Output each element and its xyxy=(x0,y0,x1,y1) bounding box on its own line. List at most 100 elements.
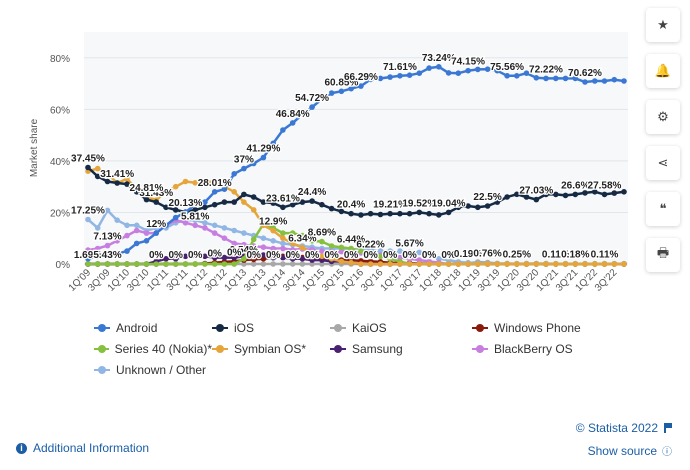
additional-information-link[interactable]: i Additional Information xyxy=(16,441,149,455)
data-point xyxy=(114,261,120,267)
data-point xyxy=(289,247,296,253)
data-point xyxy=(270,140,277,147)
data-point xyxy=(114,180,120,186)
data-label: 12.9% xyxy=(259,217,287,228)
data-point xyxy=(562,261,569,267)
x-tick-label: 3Q'10 xyxy=(125,267,152,294)
legend-item-symbian-os[interactable]: Symbian OS* xyxy=(212,341,330,357)
data-label: 75.56% xyxy=(490,62,524,73)
data-label: 0.11% xyxy=(542,250,570,261)
data-point xyxy=(172,255,179,262)
data-point xyxy=(143,196,150,203)
data-point xyxy=(104,252,111,258)
data-label: 28.01% xyxy=(198,178,232,189)
bell-icon: 🔔 xyxy=(654,63,672,78)
data-point xyxy=(621,189,627,195)
data-point xyxy=(377,261,384,267)
legend-item-samsung[interactable]: Samsung xyxy=(330,341,472,357)
data-point xyxy=(533,261,540,267)
data-label: 24.4% xyxy=(298,187,326,198)
data-point xyxy=(280,245,286,252)
data-point xyxy=(124,222,130,229)
legend-item-windows-phone[interactable]: Windows Phone xyxy=(472,320,614,336)
data-point xyxy=(172,261,179,267)
data-label: 46.84% xyxy=(276,109,310,120)
data-label: 1.69% xyxy=(74,250,102,261)
data-label: 19.21% xyxy=(373,200,407,211)
data-point xyxy=(143,261,150,267)
data-label: 0% xyxy=(402,250,417,261)
legend-item-ios[interactable]: iOS xyxy=(212,320,330,336)
data-label: 0% xyxy=(383,250,398,261)
data-point xyxy=(455,204,462,211)
data-point xyxy=(250,236,257,243)
data-point xyxy=(202,204,208,211)
data-point xyxy=(601,191,608,198)
legend-label: Android xyxy=(116,321,158,335)
data-point xyxy=(289,120,296,126)
data-label: 0% xyxy=(188,250,203,261)
gear-button[interactable]: ⚙ xyxy=(646,100,680,134)
legend-item-unknown-other[interactable]: Unknown / Other xyxy=(94,362,212,378)
legend-swatch xyxy=(330,344,346,354)
data-point xyxy=(475,204,481,211)
legend-item-android[interactable]: Android xyxy=(94,320,212,336)
data-point xyxy=(367,250,374,257)
data-point xyxy=(514,191,520,198)
data-point xyxy=(367,210,374,217)
data-point xyxy=(133,240,140,247)
legend-item-series-40-nokia[interactable]: Series 40 (Nokia)* xyxy=(94,341,212,357)
data-point xyxy=(445,70,452,76)
data-point xyxy=(104,207,111,214)
data-point xyxy=(358,261,364,267)
data-point xyxy=(94,225,101,231)
data-label: 27.03% xyxy=(519,186,553,197)
data-point xyxy=(328,243,335,249)
data-label: 12% xyxy=(146,219,166,230)
y-tick-label: 0% xyxy=(56,260,71,271)
data-point xyxy=(153,199,159,205)
data-point xyxy=(211,179,218,185)
quote-button[interactable]: ❝ xyxy=(646,192,680,226)
data-point xyxy=(124,176,130,182)
data-point xyxy=(504,261,510,267)
data-point xyxy=(309,250,315,257)
data-point xyxy=(377,75,384,82)
data-label: 31.43% xyxy=(139,188,173,199)
data-point xyxy=(319,238,325,245)
legend-item-kaios[interactable]: KaiOS xyxy=(330,320,472,336)
data-point xyxy=(358,248,364,254)
data-point xyxy=(426,210,432,217)
data-point xyxy=(406,72,413,78)
data-point xyxy=(319,248,325,254)
data-point xyxy=(319,96,325,102)
data-point xyxy=(280,235,286,241)
data-point xyxy=(465,67,471,74)
data-point xyxy=(114,250,120,257)
data-label: 70.62% xyxy=(568,68,602,79)
share-button[interactable]: ⋖ xyxy=(646,146,680,180)
data-point xyxy=(202,220,208,226)
data-point xyxy=(319,201,325,208)
print-button[interactable]: 🖶 xyxy=(646,238,680,272)
data-point xyxy=(94,165,101,172)
legend-item-blackberry-os[interactable]: BlackBerry OS xyxy=(472,341,614,357)
data-point xyxy=(406,255,413,262)
data-label: 5.43% xyxy=(93,250,121,261)
data-point xyxy=(397,248,403,254)
data-point xyxy=(260,154,267,161)
data-point xyxy=(182,178,189,185)
data-point xyxy=(163,255,169,262)
show-source-link[interactable]: Show source ⓘ xyxy=(588,443,672,459)
data-point xyxy=(202,261,208,267)
data-point xyxy=(221,199,228,205)
data-point xyxy=(543,261,549,267)
data-point xyxy=(387,248,393,254)
data-label: 5.67% xyxy=(395,238,423,249)
star-button[interactable]: ★ xyxy=(646,8,680,42)
bell-button[interactable]: 🔔 xyxy=(646,54,680,88)
data-point xyxy=(192,222,198,229)
data-point xyxy=(260,235,267,241)
data-point xyxy=(85,255,91,262)
data-point xyxy=(309,261,315,267)
